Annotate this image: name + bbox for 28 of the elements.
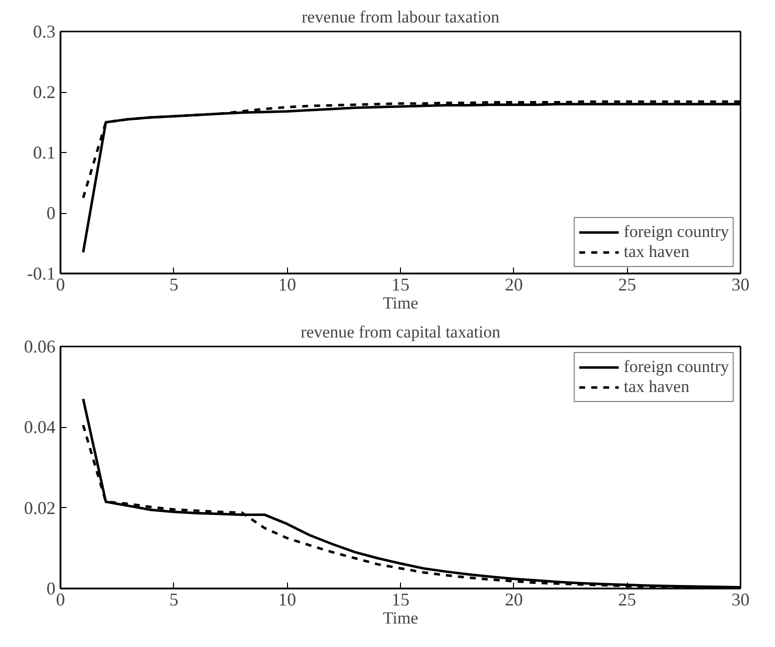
- x-axis-title: Time: [382, 294, 418, 312]
- y-tick-label: 0.3: [33, 22, 56, 42]
- y-tick-label: 0: [46, 203, 56, 223]
- y-tick-label: 0.04: [24, 417, 56, 438]
- y-tick-label: -0.1: [27, 264, 56, 284]
- x-tick-label: 15: [392, 274, 410, 294]
- legend-label: foreign country: [624, 357, 729, 377]
- x-axis-title: Time: [382, 608, 418, 628]
- y-tick-label: 0.1: [33, 142, 56, 162]
- y-tick-label: 0.06: [24, 336, 56, 356]
- x-tick-label: 30: [732, 274, 750, 294]
- legend-label: tax haven: [624, 377, 690, 397]
- chart-title: revenue from capital taxation: [300, 322, 501, 342]
- x-tick-label: 20: [504, 590, 523, 610]
- x-tick-label: 10: [278, 590, 296, 610]
- y-tick-label: 0.2: [33, 82, 56, 102]
- chart-title: revenue from labour taxation: [302, 8, 500, 26]
- x-tick-label: 15: [392, 590, 410, 610]
- legend-label: foreign country: [624, 222, 729, 242]
- x-tick-label: 5: [169, 590, 178, 610]
- x-tick-label: 25: [618, 274, 636, 294]
- x-tick-label: 30: [732, 590, 750, 610]
- y-tick-label: 0.02: [24, 498, 56, 518]
- x-tick-label: 20: [504, 274, 523, 294]
- x-tick-label: 25: [618, 590, 636, 610]
- x-tick-label: 10: [278, 274, 296, 294]
- x-tick-label: 5: [169, 274, 178, 294]
- legend-label: tax haven: [624, 242, 690, 262]
